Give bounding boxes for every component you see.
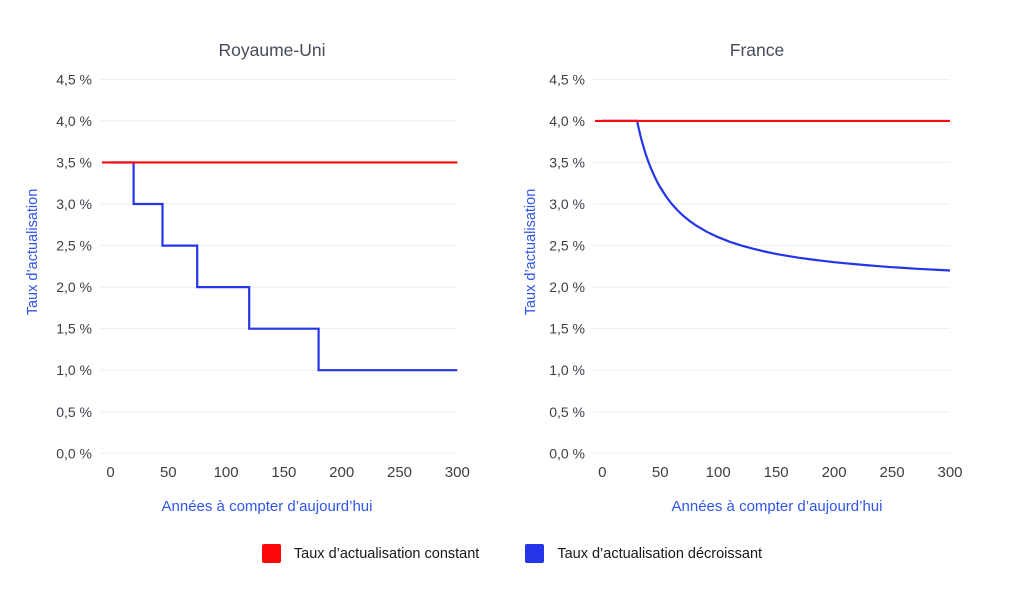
y-tick-label: 4,0 % bbox=[549, 113, 585, 129]
legend-label-declining: Taux d’actualisation décroissant bbox=[557, 545, 763, 562]
chart-title-france: France bbox=[729, 40, 785, 60]
y-tick-label: 0,0 % bbox=[549, 445, 585, 461]
y-tick-label: 4,5 % bbox=[56, 71, 92, 87]
x-tick-label: 0 bbox=[106, 464, 114, 481]
x-tick-label: 300 bbox=[937, 464, 962, 481]
legend-item-declining: Taux d’actualisation décroissant bbox=[525, 544, 762, 563]
x-tick-label: 50 bbox=[652, 464, 669, 481]
legend-swatch-declining-blue bbox=[525, 544, 545, 563]
y-tick-label: 2,0 % bbox=[56, 279, 92, 295]
y-tick-label: 4,0 % bbox=[56, 113, 92, 129]
y-tick-label: 0,5 % bbox=[549, 404, 585, 420]
y-tick-label: 1,5 % bbox=[56, 321, 92, 337]
x-tick-label: 100 bbox=[214, 464, 239, 481]
x-tick-label: 250 bbox=[387, 464, 412, 481]
x-tick-label: 200 bbox=[822, 464, 847, 481]
x-axis-title-uk: Années à compter d’aujourd’hui bbox=[161, 498, 373, 515]
charts-plot-area: 4,5 % 4,0 % 3,5 % 3,0 % 2,5 % 2,0 % 1,5 % 1,0 %… bbox=[56, 71, 962, 481]
y-tick-label: 4,5 % bbox=[549, 71, 585, 87]
y-tick-label: 3,0 % bbox=[56, 196, 92, 212]
y-tick-label: 2,5 % bbox=[549, 238, 585, 254]
declining-rate-line bbox=[602, 119, 951, 272]
x-tick-label: 0 bbox=[598, 464, 606, 481]
y-tick-label: 1,0 % bbox=[549, 362, 585, 378]
y-tick-label: 2,5 % bbox=[56, 238, 92, 254]
y-tick-label: 2,0 % bbox=[549, 279, 585, 295]
x-tick-label: 150 bbox=[764, 464, 789, 481]
y-tick-label: 3,0 % bbox=[549, 196, 585, 212]
chart-title-royaume-uni: Royaume-Uni bbox=[218, 40, 326, 60]
declining-rate-line bbox=[110, 161, 458, 372]
legend-label-constant: Taux d’actualisation constant bbox=[293, 545, 480, 562]
y-tick-label: 1,0 % bbox=[56, 362, 92, 378]
y-tick-label: 0,5 % bbox=[56, 404, 92, 420]
x-tick-label: 200 bbox=[329, 464, 354, 481]
y-tick-label: 0,0 % bbox=[56, 445, 92, 461]
x-tick-label: 150 bbox=[271, 464, 296, 481]
x-tick-label: 300 bbox=[445, 464, 470, 481]
x-axis-title-france: Années à compter d’aujourd’hui bbox=[671, 498, 883, 515]
legend: Taux d’actualisation constant Taux d’act… bbox=[0, 544, 1024, 563]
y-tick-label: 3,5 % bbox=[549, 154, 585, 170]
x-tick-label: 100 bbox=[706, 464, 731, 481]
y-tick-label: 1,5 % bbox=[549, 321, 585, 337]
legend-swatch-constant-red bbox=[261, 544, 281, 563]
x-tick-label: 250 bbox=[880, 464, 905, 481]
y-tick-label: 3,5 % bbox=[56, 154, 92, 170]
x-tick-label: 50 bbox=[160, 464, 177, 481]
legend-item-constant: Taux d’actualisation constant bbox=[261, 544, 480, 563]
